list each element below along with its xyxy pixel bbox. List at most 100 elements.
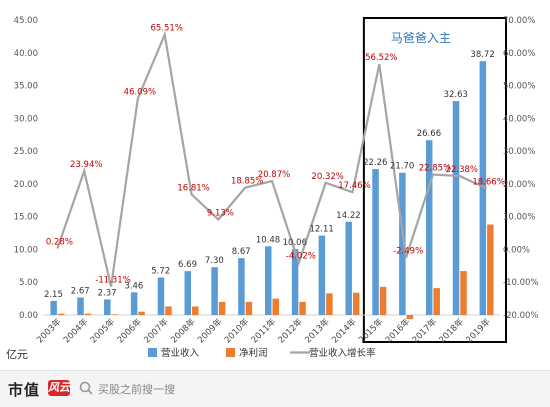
y-right-tick-label: 20.00% — [503, 180, 535, 190]
bar-revenue — [157, 277, 165, 315]
x-tick-label: 2013年 — [303, 316, 332, 345]
legend-label: 营业收入 — [161, 347, 200, 359]
bar-revenue — [238, 258, 245, 315]
y-left-tick-label: 45.00 — [14, 16, 38, 26]
bar-net-profit — [379, 286, 387, 315]
x-tick-label: 2004年 — [61, 316, 90, 345]
bar-revenue — [452, 101, 460, 315]
x-tick-label: 2010年 — [222, 316, 251, 345]
y-left-tick-label: 25.00 — [14, 147, 38, 157]
bar-revenue — [372, 169, 379, 315]
bar-revenue — [104, 299, 111, 315]
line-growth-label: 0.28% — [46, 238, 73, 248]
bar-revenue — [265, 246, 272, 315]
x-tick-label: 2005年 — [88, 316, 117, 345]
bar-net-profit — [138, 311, 145, 315]
line-growth-label: 20.32% — [311, 172, 343, 182]
y-right-tick-label: 10.00% — [503, 213, 535, 223]
line-growth-label: 56.52% — [365, 53, 397, 63]
bar-revenue-label: 2.15 — [44, 290, 63, 300]
bar-revenue — [211, 267, 218, 315]
bar-revenue-label: 2.67 — [71, 286, 90, 296]
bar-net-profit — [352, 292, 360, 315]
y-left-tick-label: 5.00 — [19, 278, 38, 288]
bar-revenue-label: 8.67 — [232, 247, 251, 257]
legend-swatch — [226, 348, 235, 357]
bar-net-profit — [111, 314, 119, 315]
y-right-tick-label: 60.00% — [503, 49, 535, 59]
line-growth-label: 17.46% — [338, 181, 370, 191]
bar-revenue-label: 6.69 — [178, 260, 197, 270]
bar-revenue — [291, 249, 299, 315]
line-growth-label: 16.81% — [177, 183, 209, 193]
line-growth-label: 18.66% — [472, 177, 504, 187]
line-growth-label: 22.85% — [419, 164, 451, 174]
brand-logo-mark: 风云 — [48, 380, 70, 396]
chart: 马爸爸入主 0.00 5.00 10.00 15.00 20.00 25.00 30.00 35… — [6, 16, 538, 361]
y-right-tick-label: -10.00% — [503, 278, 538, 288]
bar-revenue-label: 14.22 — [336, 211, 360, 221]
line-growth-label: 46.09% — [124, 87, 156, 97]
bar-net-profit — [433, 288, 440, 315]
bar-net-profit — [165, 306, 172, 315]
bar-revenue-label: 26.66 — [417, 129, 441, 139]
bar-net-profit — [57, 313, 65, 315]
bar-revenue-label: 5.72 — [151, 267, 170, 277]
line-growth-label: 18.85% — [231, 177, 263, 187]
bar-revenue-label: 22.26 — [363, 158, 387, 168]
search-icon[interactable] — [78, 380, 94, 396]
y-left-unit-label: 亿元 — [6, 348, 28, 361]
bar-net-profit — [218, 301, 226, 315]
bar-revenue — [399, 172, 406, 315]
bar-net-profit — [487, 224, 494, 315]
y-left-tick-label: 40.00 — [14, 49, 38, 59]
x-tick-label: 2014年 — [330, 316, 359, 345]
bar-revenue — [50, 300, 57, 315]
x-tick-label: 2011年 — [249, 316, 278, 345]
line-growth-label: 65.51% — [150, 24, 182, 34]
bar-net-profit — [245, 301, 253, 315]
x-tick-label: 2012年 — [276, 316, 305, 345]
bar-revenue-label: 32.63 — [444, 90, 468, 100]
bar-net-profit — [460, 271, 467, 315]
y-left-tick-label: 35.00 — [14, 82, 38, 92]
line-growth-label: 23.94% — [70, 160, 102, 170]
y-left-tick-label: 20.00 — [14, 180, 38, 190]
bar-revenue-label: 12.11 — [309, 225, 333, 235]
y-left-tick-label: 30.00 — [14, 114, 38, 124]
bar-revenue — [479, 61, 487, 316]
bar-net-profit — [326, 293, 333, 315]
line-growth-label: -2.49% — [393, 247, 423, 257]
bar-revenue-label: 2.37 — [98, 288, 117, 298]
y-left-tick-label: 10.00 — [14, 245, 38, 255]
x-tick-label: 2009年 — [195, 316, 224, 345]
bar-revenue-label: 10.06 — [283, 238, 307, 248]
search-hint[interactable]: 买股之前搜一搜 — [98, 383, 175, 396]
bar-net-profit — [272, 298, 279, 315]
legend-swatch — [148, 348, 157, 357]
bar-revenue — [184, 271, 192, 315]
line-growth-label: -11.31% — [95, 276, 130, 286]
y-left-tick-label: 15.00 — [14, 213, 38, 223]
legend-label: 净利润 — [239, 347, 268, 359]
x-tick-label: 2008年 — [169, 316, 198, 345]
bar-revenue-label: 10.48 — [256, 235, 280, 245]
bar-revenue — [77, 297, 84, 315]
chart-svg: 马爸爸入主 0.00 5.00 10.00 15.00 20.00 25.00 30.00 35… — [6, 16, 538, 361]
bar-net-profit — [299, 301, 306, 315]
y-left-tick-label: 0.00 — [19, 311, 38, 321]
legend-label: 营业收入增长率 — [309, 347, 376, 359]
line-growth-label: 20.87% — [258, 170, 290, 180]
highlight-label: 马爸爸入主 — [391, 31, 451, 45]
y-right-tick-label: 50.00% — [503, 82, 535, 92]
highlight-box — [362, 17, 507, 343]
bar-revenue-label: 38.72 — [470, 50, 494, 60]
bar-revenue — [130, 292, 138, 315]
x-tick-label: 2006年 — [115, 316, 144, 345]
bar-revenue-label: 3.46 — [124, 281, 143, 291]
x-tick-label: 2003年 — [34, 316, 63, 345]
bar-revenue-label: 21.70 — [390, 162, 414, 172]
bar-net-profit — [406, 315, 414, 319]
footer-bar: 市值 风云 买股之前搜一搜 — [0, 370, 550, 407]
bar-revenue-label: 7.30 — [205, 256, 224, 266]
